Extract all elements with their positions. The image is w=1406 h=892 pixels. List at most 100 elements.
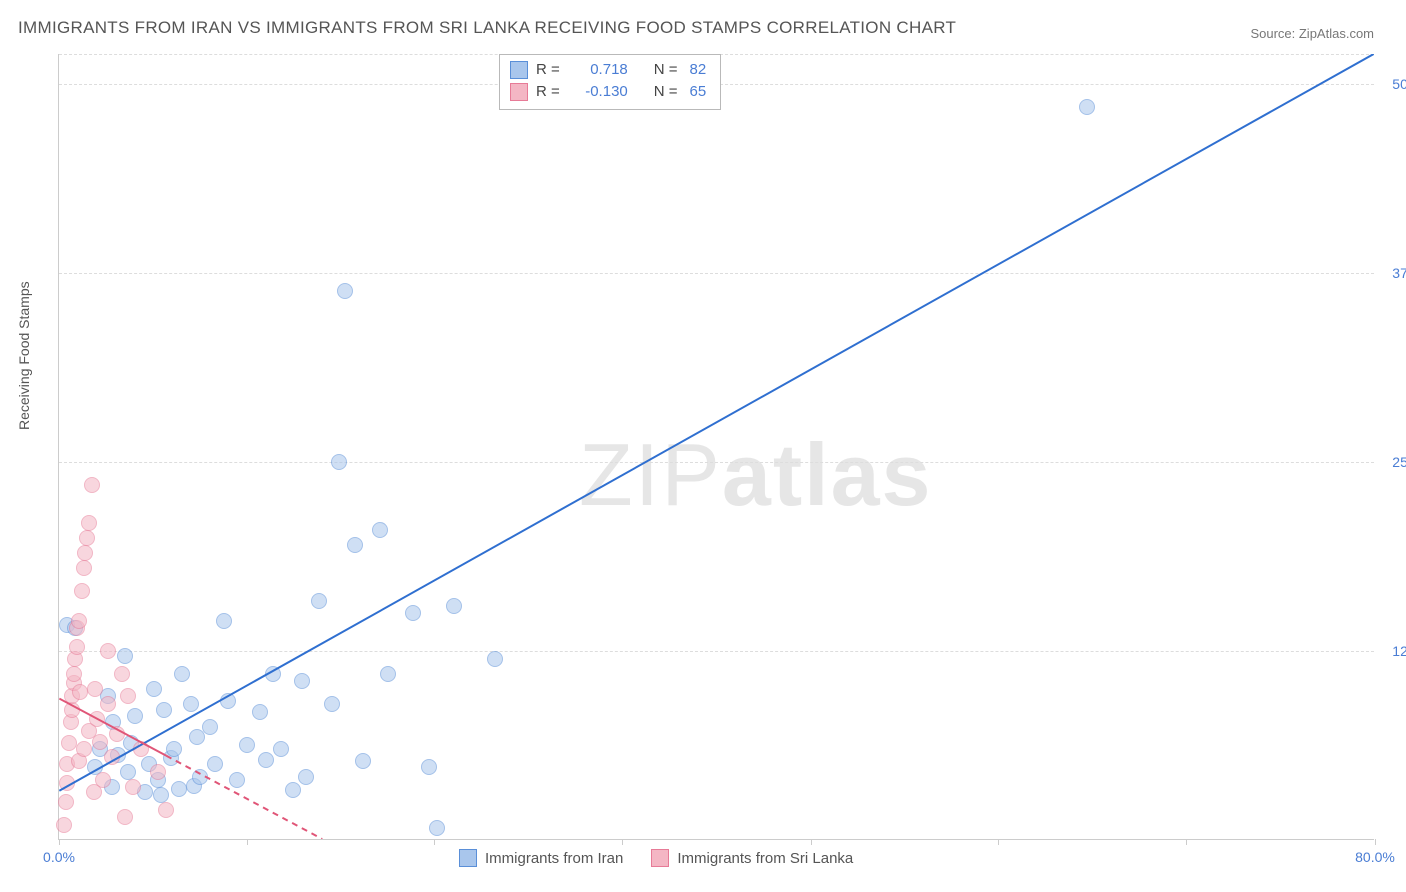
data-point bbox=[117, 809, 133, 825]
grid-h-line bbox=[59, 462, 1374, 463]
data-point bbox=[153, 787, 169, 803]
data-point bbox=[429, 820, 445, 836]
legend-item: Immigrants from Sri Lanka bbox=[651, 849, 853, 867]
data-point bbox=[125, 779, 141, 795]
x-tick bbox=[59, 839, 60, 845]
data-point bbox=[109, 726, 125, 742]
data-point bbox=[146, 681, 162, 697]
data-point bbox=[192, 769, 208, 785]
stats-legend-row: R =-0.130N =65 bbox=[510, 81, 706, 103]
data-point bbox=[265, 666, 281, 682]
regression-line bbox=[59, 54, 1373, 791]
data-point bbox=[81, 515, 97, 531]
data-point bbox=[104, 749, 120, 765]
n-value: 82 bbox=[690, 59, 707, 81]
data-point bbox=[150, 764, 166, 780]
data-point bbox=[61, 735, 77, 751]
data-point bbox=[252, 704, 268, 720]
legend-item: Immigrants from Iran bbox=[459, 849, 623, 867]
data-point bbox=[95, 772, 111, 788]
data-point bbox=[487, 651, 503, 667]
watermark-bold: atlas bbox=[722, 425, 933, 524]
data-point bbox=[380, 666, 396, 682]
legend-swatch bbox=[510, 83, 528, 101]
data-point bbox=[74, 583, 90, 599]
data-point bbox=[58, 794, 74, 810]
data-point bbox=[120, 764, 136, 780]
y-tick-label: 25.0% bbox=[1392, 454, 1406, 470]
legend-label: Immigrants from Sri Lanka bbox=[677, 850, 853, 867]
x-tick-label: 0.0% bbox=[43, 849, 75, 865]
data-point bbox=[72, 684, 88, 700]
data-point bbox=[76, 560, 92, 576]
watermark: ZIPatlas bbox=[579, 424, 932, 526]
x-tick bbox=[622, 839, 623, 845]
stats-legend: R =0.718N =82R =-0.130N =65 bbox=[499, 54, 721, 110]
plot-area: ZIPatlas 12.5%25.0%37.5%50.0%0.0%80.0% R… bbox=[58, 54, 1374, 840]
y-tick-label: 12.5% bbox=[1392, 643, 1406, 659]
data-point bbox=[92, 734, 108, 750]
r-label: R = bbox=[536, 81, 560, 103]
regression-lines bbox=[59, 54, 1374, 839]
data-point bbox=[77, 545, 93, 561]
x-tick-label: 80.0% bbox=[1355, 849, 1395, 865]
data-point bbox=[79, 530, 95, 546]
data-point bbox=[100, 696, 116, 712]
data-point bbox=[183, 696, 199, 712]
data-point bbox=[56, 817, 72, 833]
data-point bbox=[294, 673, 310, 689]
x-tick bbox=[811, 839, 812, 845]
y-axis-label: Receiving Food Stamps bbox=[16, 281, 32, 430]
data-point bbox=[331, 454, 347, 470]
data-point bbox=[285, 782, 301, 798]
data-point bbox=[87, 681, 103, 697]
data-point bbox=[156, 702, 172, 718]
legend-label: Immigrants from Iran bbox=[485, 850, 623, 867]
n-label: N = bbox=[654, 81, 678, 103]
x-tick bbox=[1375, 839, 1376, 845]
data-point bbox=[69, 639, 85, 655]
x-tick bbox=[998, 839, 999, 845]
data-point bbox=[66, 666, 82, 682]
y-tick-label: 37.5% bbox=[1392, 265, 1406, 281]
data-point bbox=[258, 752, 274, 768]
data-point bbox=[239, 737, 255, 753]
bottom-legend: Immigrants from Iran Immigrants from Sri … bbox=[459, 849, 853, 867]
data-point bbox=[76, 741, 92, 757]
data-point bbox=[133, 741, 149, 757]
grid-h-line bbox=[59, 651, 1374, 652]
regression-line-dashed bbox=[166, 756, 322, 839]
data-point bbox=[84, 477, 100, 493]
data-point bbox=[446, 598, 462, 614]
data-point bbox=[229, 772, 245, 788]
x-tick bbox=[434, 839, 435, 845]
data-point bbox=[89, 711, 105, 727]
data-point bbox=[117, 648, 133, 664]
data-point bbox=[324, 696, 340, 712]
stats-legend-row: R =0.718N =82 bbox=[510, 59, 706, 81]
data-point bbox=[337, 283, 353, 299]
data-point bbox=[347, 537, 363, 553]
data-point bbox=[71, 613, 87, 629]
source-label: Source: ZipAtlas.com bbox=[1250, 26, 1374, 41]
legend-swatch bbox=[651, 849, 669, 867]
data-point bbox=[372, 522, 388, 538]
data-point bbox=[311, 593, 327, 609]
x-tick bbox=[1186, 839, 1187, 845]
r-value: -0.130 bbox=[572, 81, 628, 103]
data-point bbox=[220, 693, 236, 709]
data-point bbox=[174, 666, 190, 682]
data-point bbox=[64, 702, 80, 718]
n-label: N = bbox=[654, 59, 678, 81]
data-point bbox=[114, 666, 130, 682]
data-point bbox=[405, 605, 421, 621]
watermark-thin: ZIP bbox=[579, 425, 722, 524]
data-point bbox=[158, 802, 174, 818]
chart-title: IMMIGRANTS FROM IRAN VS IMMIGRANTS FROM … bbox=[18, 18, 956, 38]
y-tick-label: 50.0% bbox=[1392, 76, 1406, 92]
legend-swatch bbox=[510, 61, 528, 79]
data-point bbox=[298, 769, 314, 785]
data-point bbox=[127, 708, 143, 724]
data-point bbox=[100, 643, 116, 659]
r-label: R = bbox=[536, 59, 560, 81]
